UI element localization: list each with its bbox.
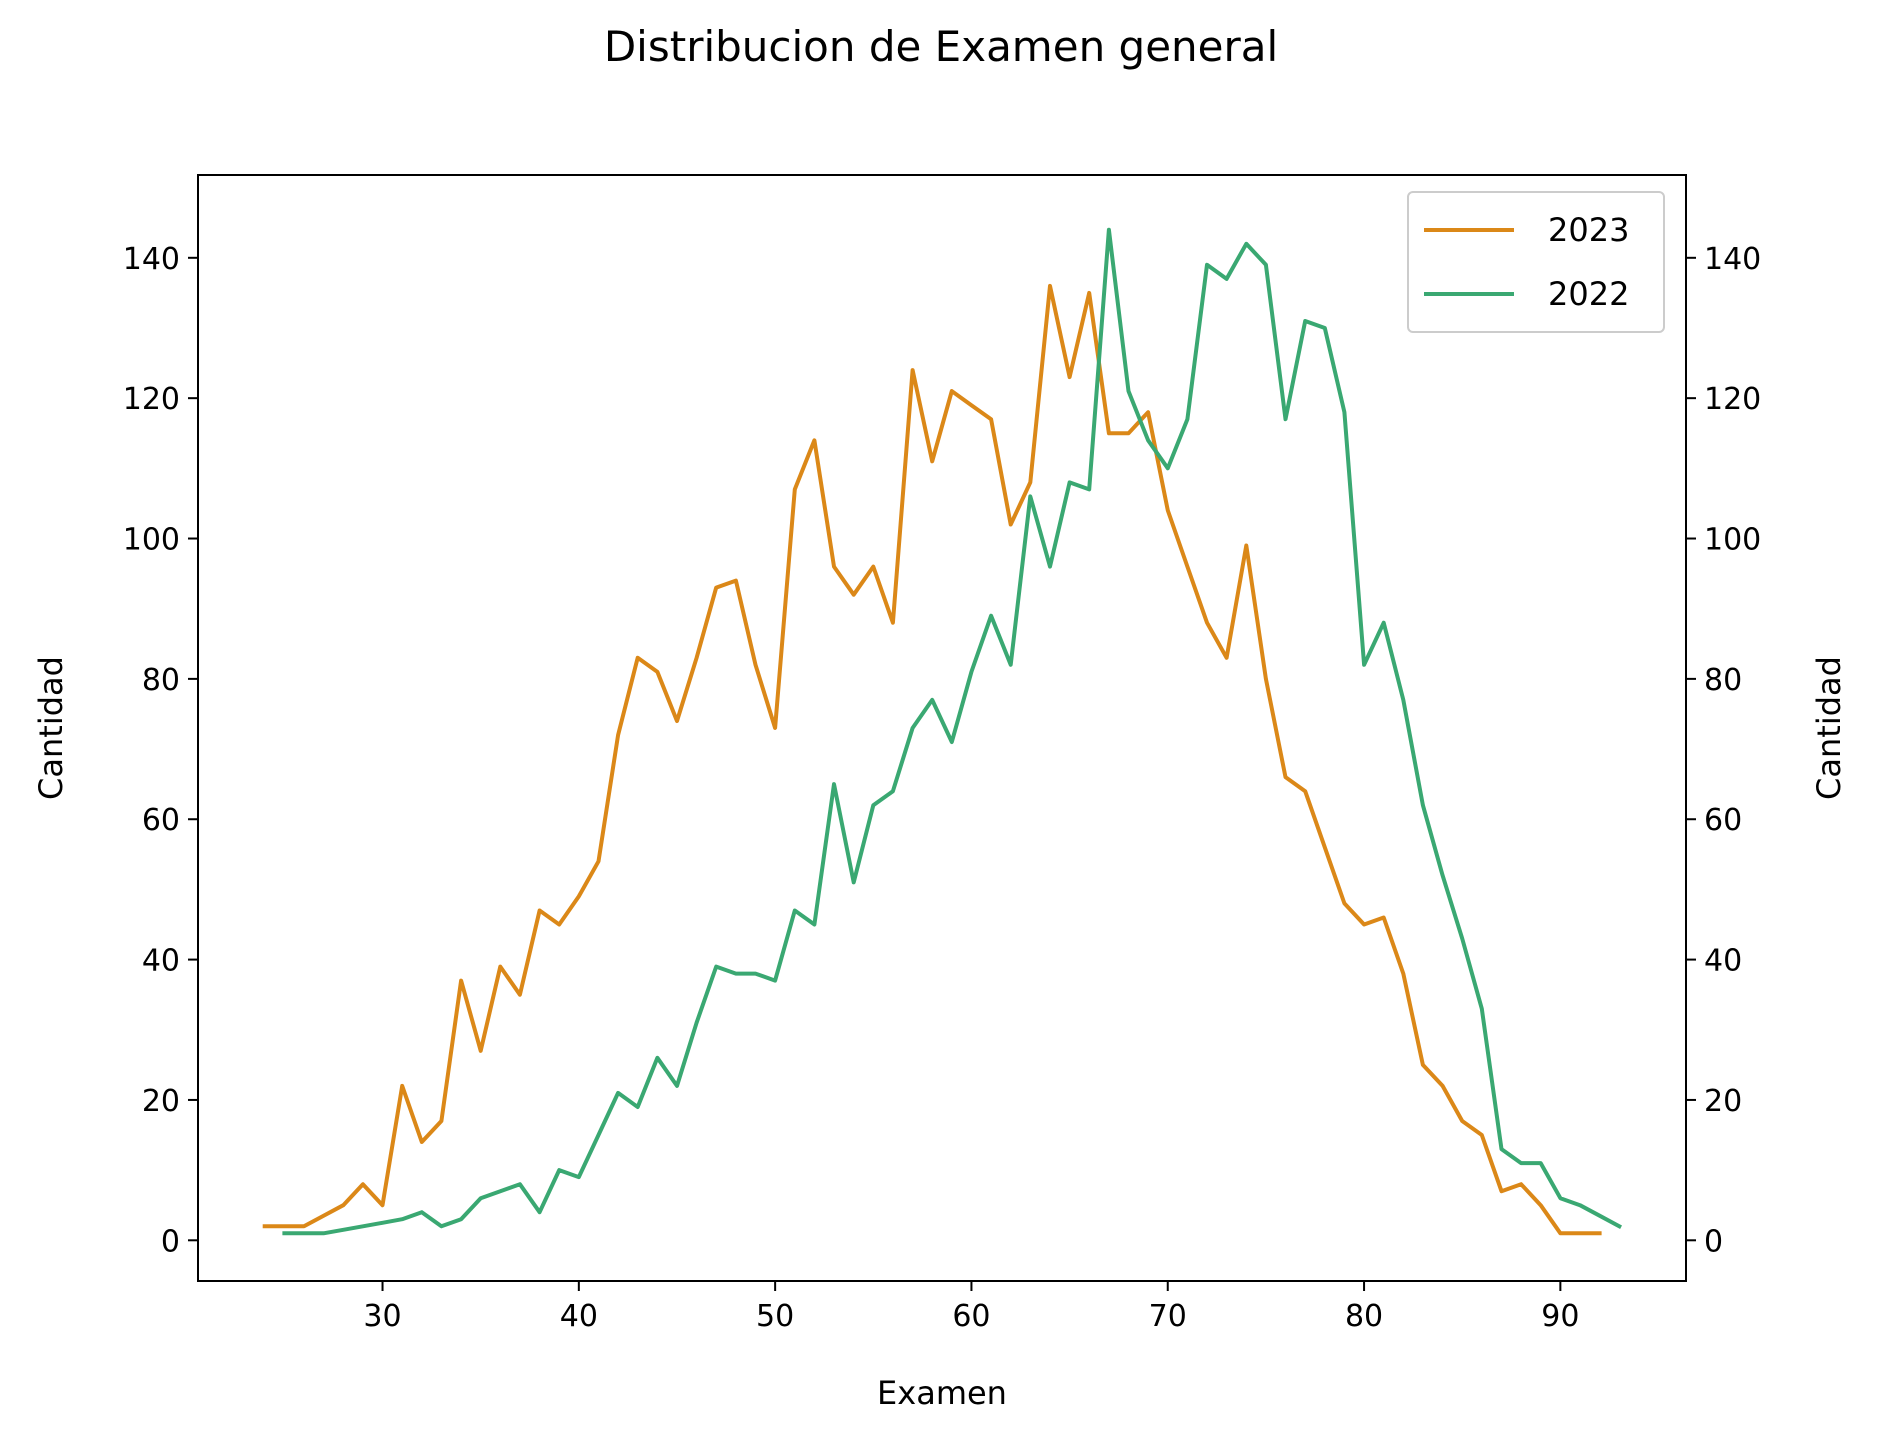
y-tick-label-right: 40 — [1704, 944, 1742, 979]
x-tick-label: 40 — [560, 1299, 598, 1334]
y-tick-label-right: 0 — [1704, 1224, 1723, 1259]
legend: 2023 2022 — [1407, 191, 1665, 333]
y-tick-label-left: 120 — [123, 382, 180, 417]
y-tick-label-right: 100 — [1704, 523, 1761, 558]
y-tick-label-left: 140 — [123, 242, 180, 277]
y-tick-label-right: 80 — [1704, 663, 1742, 698]
plot-lines — [262, 227, 1623, 1236]
y-axis-right: 0 20 40 60 80 100 120 140 — [1686, 242, 1761, 1259]
y-tick-label-right: 20 — [1704, 1084, 1742, 1119]
y-tick-label-left: 100 — [123, 523, 180, 558]
plot-frame — [197, 174, 1687, 1282]
series-line-2022 — [282, 227, 1623, 1236]
x-axis: 30 40 50 60 70 80 90 — [363, 1281, 1579, 1334]
y-axis-label-right: Cantidad — [1810, 656, 1848, 800]
x-tick-label: 90 — [1541, 1299, 1579, 1334]
x-tick-label: 60 — [952, 1299, 990, 1334]
y-tick-label-right: 140 — [1704, 242, 1761, 277]
legend-label-2022: 2022 — [1548, 275, 1629, 313]
y-tick-label-left: 20 — [142, 1084, 180, 1119]
legend-box — [1407, 191, 1665, 333]
x-tick-label: 30 — [363, 1299, 401, 1334]
y-axis-label-left: Cantidad — [32, 656, 70, 800]
x-axis-label: Examen — [877, 1374, 1007, 1412]
y-tick-label-left: 40 — [142, 944, 180, 979]
x-tick-label: 50 — [756, 1299, 794, 1334]
y-tick-label-left: 80 — [142, 663, 180, 698]
y-tick-label-right: 120 — [1704, 382, 1761, 417]
y-axis-left: 0 20 40 60 80 100 120 140 — [123, 242, 198, 1259]
series-line-2023 — [262, 283, 1602, 1236]
y-tick-label-left: 60 — [142, 803, 180, 838]
y-tick-label-right: 60 — [1704, 803, 1742, 838]
chart-title: Distribucion de Examen general — [603, 22, 1279, 71]
y-tick-label-left: 0 — [161, 1224, 180, 1259]
legend-label-2023: 2023 — [1548, 211, 1629, 249]
x-tick-label: 70 — [1149, 1299, 1187, 1334]
x-tick-label: 80 — [1345, 1299, 1383, 1334]
